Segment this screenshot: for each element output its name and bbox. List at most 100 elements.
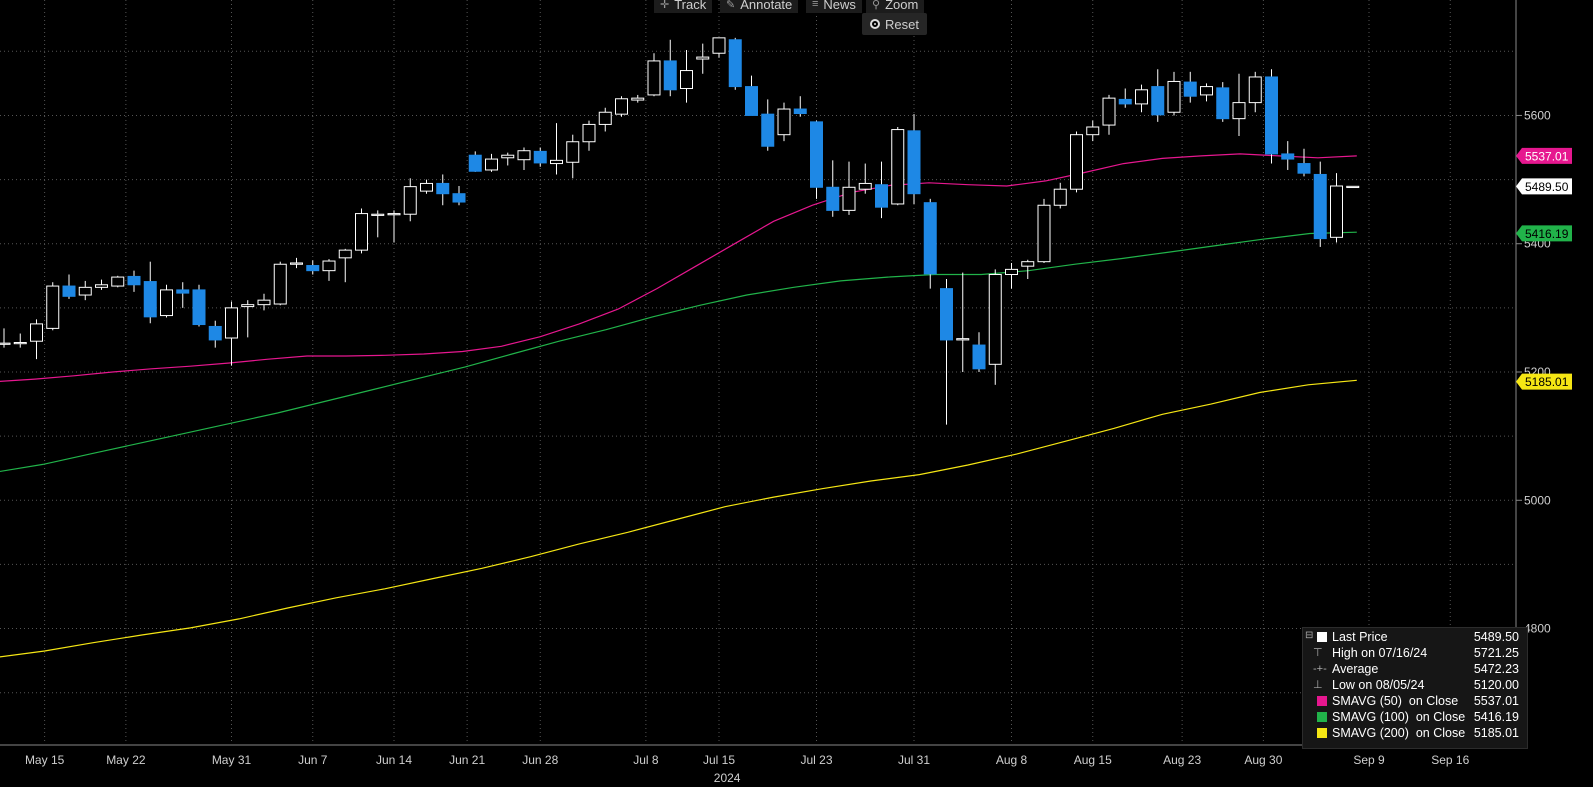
x-tick-label: Jun 28 (522, 753, 558, 767)
x-tick-label: Jul 23 (800, 753, 832, 767)
candle-body (306, 265, 320, 272)
x-tick-label: Jul 15 (703, 753, 735, 767)
candle-body (615, 98, 628, 115)
legend-label: Last Price (1332, 630, 1388, 644)
candle-body (1118, 98, 1132, 105)
candle-body (111, 276, 125, 287)
candle-body (371, 213, 385, 216)
y-tick-label: 5000 (1524, 493, 1551, 507)
average-marker-icon: -+- (1313, 663, 1327, 675)
news-button[interactable]: ≡ News (806, 0, 862, 13)
legend-swatch-sma200 (1317, 728, 1327, 738)
price-tag (1516, 225, 1572, 242)
candle-body (338, 249, 352, 259)
zoom-label: Zoom (885, 0, 919, 12)
candle-body (208, 325, 222, 341)
chart-toolbar: ✛ Track ✎ Annotate ≡ News ⚲ Zoom Reset (0, 0, 1593, 40)
candle-body (355, 213, 368, 251)
y-tick-label: 5600 (1524, 108, 1551, 122)
candle-body (241, 304, 255, 308)
price-tag (1516, 373, 1572, 390)
y-tick-label: 4800 (1524, 622, 1551, 636)
candle-body (550, 159, 563, 165)
candle-body (290, 262, 303, 265)
candle-body (907, 130, 921, 195)
x-tick-label: Jun 21 (449, 753, 485, 767)
candle-body (1346, 185, 1360, 189)
candle-body (1313, 173, 1327, 240)
news-icon: ≡ (812, 0, 819, 10)
candle-body (988, 274, 1002, 365)
candle-body (1086, 126, 1100, 136)
legend-swatch-sma50 (1317, 696, 1327, 706)
candle-body (30, 323, 43, 342)
candle-body (192, 289, 206, 326)
x-tick-label: Sep 16 (1431, 753, 1469, 767)
candle-body (143, 281, 157, 318)
legend-value: 5416.19 (1473, 710, 1519, 724)
legend-row-high: ⊤ High on 07/16/24 5721.25 (1303, 645, 1527, 661)
candle-body (1248, 76, 1262, 104)
candle-body (1183, 81, 1197, 97)
zoom-button[interactable]: ⚲ Zoom (866, 0, 925, 13)
candle-body (273, 263, 287, 305)
candle-body (777, 108, 791, 136)
candle-body (127, 275, 141, 286)
candle-body (1200, 86, 1213, 96)
crosshair-icon: ✛ (660, 0, 670, 11)
legend-row-sma200: SMAVG (200) on Close 5185.01 (1303, 725, 1527, 741)
annotate-button[interactable]: ✎ Annotate (720, 0, 799, 13)
low-marker-icon: ⊥ (1313, 679, 1323, 691)
candle-body (78, 286, 92, 296)
high-marker-icon: ⊤ (1313, 647, 1323, 659)
x-tick-label: Jun 14 (376, 753, 412, 767)
candle-body (1135, 89, 1148, 105)
candle-body (712, 37, 726, 54)
candle-body (0, 342, 11, 345)
candle-body (923, 202, 937, 275)
candle-body (1330, 185, 1343, 238)
candle-body (940, 288, 953, 341)
reset-label: Reset (885, 16, 919, 32)
ma-line-1 (0, 231, 1357, 473)
price-tag-label: 5416.19 (1525, 227, 1569, 241)
candle-body (582, 123, 596, 143)
candle-body (468, 154, 482, 172)
candle-body (160, 289, 173, 317)
x-tick-label: Aug 8 (996, 753, 1028, 767)
radio-icon (870, 19, 880, 29)
legend-label: SMAVG (200) on Close (1332, 726, 1466, 740)
x-tick-label: Jun 7 (298, 753, 328, 767)
price-tag (1516, 178, 1572, 195)
candle-body (956, 338, 970, 341)
chart-legend: ⊟ Last Price 5489.50 ⊤ High on 07/16/24 … (1302, 627, 1528, 749)
candle-body (13, 341, 27, 345)
legend-value: 5185.01 (1473, 726, 1519, 740)
candle-body (566, 141, 580, 163)
legend-row-average: -+- Average 5472.23 (1303, 661, 1527, 677)
legend-value: 5472.23 (1473, 662, 1519, 676)
candle-body (452, 193, 466, 203)
candle-body (696, 56, 710, 60)
candle-body (598, 111, 612, 125)
candle-body (225, 307, 238, 339)
candle-body (1297, 163, 1311, 174)
legend-collapse-icon[interactable]: ⊟ (1305, 630, 1314, 641)
x-year-label: 2024 (714, 771, 741, 785)
price-tag-label: 5185.01 (1525, 375, 1569, 389)
legend-label: SMAVG (50) on Close (1332, 694, 1459, 708)
x-tick-label: Jul 31 (898, 753, 930, 767)
annotate-label: Annotate (740, 0, 793, 12)
candle-body (533, 150, 547, 164)
candle-body (1232, 102, 1246, 120)
x-tick-label: Jul 8 (633, 753, 659, 767)
legend-row-sma100: SMAVG (100) on Close 5416.19 (1303, 709, 1527, 725)
track-button[interactable]: ✛ Track (654, 0, 713, 13)
candle-body (972, 344, 986, 370)
ma-line-0 (0, 153, 1357, 382)
candle-body (810, 121, 823, 188)
reset-button[interactable]: Reset (862, 13, 927, 35)
legend-value: 5489.50 (1473, 630, 1519, 644)
